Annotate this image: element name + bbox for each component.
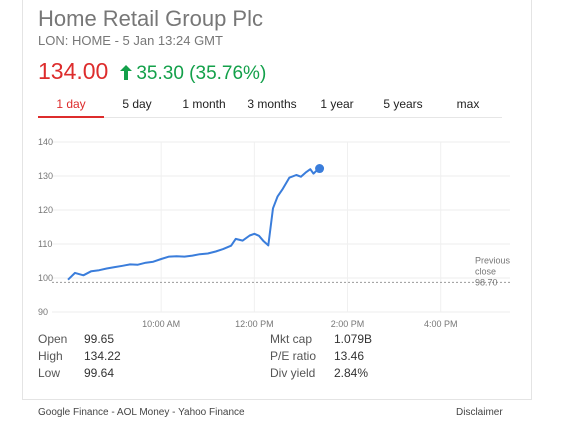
stat-label: High	[38, 349, 63, 363]
stat-div-yield: Div yield 2.84%	[270, 366, 368, 382]
stat-label: P/E ratio	[270, 349, 317, 363]
stat-label: Mkt cap	[270, 332, 313, 346]
finance-card	[22, 0, 532, 400]
tab-1-year[interactable]: 1 year	[320, 97, 354, 111]
stat-value: 13.46	[334, 349, 365, 363]
stat-label: Open	[38, 332, 68, 346]
x-tick-label: 4:00 PM	[424, 319, 458, 329]
stat-value: 1.079B	[334, 332, 373, 346]
y-tick-label: 130	[38, 171, 53, 181]
stat-mkt-cap: Mkt cap 1.079B	[270, 332, 372, 348]
tab-5-years[interactable]: 5 years	[383, 97, 423, 111]
current-price-dot[interactable]	[315, 164, 325, 174]
company-name: Home Retail Group Plc	[38, 6, 263, 31]
price-change-value: 35.30 (35.76%)	[136, 63, 267, 84]
tab-1-day[interactable]: 1 day	[38, 96, 104, 118]
stat-label: Div yield	[270, 366, 316, 380]
stat-value: 2.84%	[334, 366, 369, 380]
disclaimer-link[interactable]: Disclaimer	[456, 407, 503, 418]
current-price: 134.00	[38, 58, 109, 84]
previous-close-label-line2: close	[475, 266, 496, 276]
y-tick-label: 140	[38, 137, 53, 147]
tab-3-months[interactable]: 3 months	[247, 97, 297, 111]
price-series-line	[67, 167, 321, 281]
stat-value: 134.22	[84, 349, 121, 363]
y-tick-label: 90	[38, 307, 48, 317]
stat-open: Open 99.65	[38, 332, 114, 348]
up-arrow-icon	[120, 65, 133, 80]
stat-high: High 134.22	[38, 349, 121, 365]
price-chart: 140 130 120 110 100 90 10:00 AM 12:00 PM 2:00 P…	[38, 137, 512, 329]
chart-grid	[52, 141, 510, 313]
ticker-line: LON: HOME - 5 Jan 13:24 GMT	[38, 33, 223, 48]
x-tick-label: 12:00 PM	[235, 319, 274, 329]
stat-label: Low	[38, 366, 61, 380]
tab-max[interactable]: max	[456, 97, 480, 111]
x-axis-ticks: 10:00 AM 12:00 PM 2:00 PM 4:00 PM	[142, 319, 457, 329]
y-tick-label: 100	[38, 273, 53, 283]
x-tick-label: 10:00 AM	[142, 319, 180, 329]
stat-value: 99.65	[84, 332, 115, 346]
x-tick-label: 2:00 PM	[331, 319, 365, 329]
previous-close-label-line1: Previous	[475, 255, 511, 265]
y-tick-label: 120	[38, 205, 53, 215]
tab-5-day[interactable]: 5 day	[122, 97, 152, 111]
stat-low: Low 99.64	[38, 366, 114, 382]
y-tick-label: 110	[38, 239, 52, 249]
price-change: 35.30 (35.76%)	[120, 63, 266, 85]
stat-pe-ratio: P/E ratio 13.46	[270, 349, 364, 365]
previous-close-value: 98.70	[475, 277, 498, 287]
tab-1-month[interactable]: 1 month	[182, 97, 226, 111]
y-axis-ticks: 140 130 120 110 100 90	[38, 137, 53, 317]
price-row: 134.00 35.30 (35.76%)	[38, 58, 266, 88]
source-links[interactable]: Google Finance - AOL Money - Yahoo Finan…	[38, 407, 245, 418]
stat-value: 99.64	[84, 366, 115, 380]
range-tabs: 1 day 5 day 1 month 3 months 1 year 5 ye…	[38, 96, 502, 118]
